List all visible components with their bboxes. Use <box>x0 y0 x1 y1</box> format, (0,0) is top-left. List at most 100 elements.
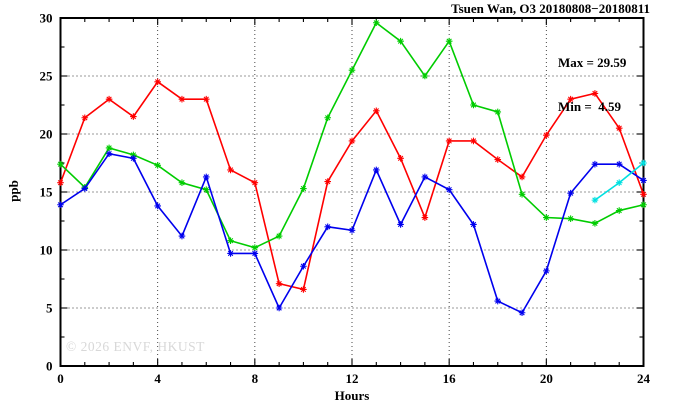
data-point-marker <box>372 166 380 174</box>
data-point-marker <box>178 95 186 103</box>
data-point-marker <box>178 232 186 240</box>
data-point-marker <box>251 179 259 187</box>
data-point-marker <box>227 166 234 174</box>
data-point-marker <box>154 202 161 210</box>
data-point-marker <box>543 267 550 275</box>
data-point-marker <box>518 309 526 317</box>
data-point-marker <box>543 131 550 139</box>
data-point-marker <box>567 215 574 222</box>
x-tick-label: 20 <box>540 371 553 386</box>
data-point-marker <box>81 114 89 122</box>
data-point-marker <box>397 37 404 45</box>
data-point-marker <box>445 137 453 145</box>
data-point-marker <box>567 189 574 197</box>
data-point-marker <box>397 221 404 228</box>
data-point-marker <box>640 191 647 198</box>
data-point-marker <box>518 191 526 198</box>
series-markers-day-1-red <box>57 78 647 293</box>
watermark: © 2026 ENVF, HKUST <box>66 339 205 354</box>
data-point-marker <box>470 221 477 228</box>
data-point-marker <box>275 304 283 312</box>
y-tick-label: 25 <box>40 69 54 84</box>
data-point-marker <box>591 90 599 97</box>
data-point-marker <box>494 108 502 116</box>
data-point-marker <box>348 137 356 145</box>
data-point-marker <box>372 107 380 115</box>
y-tick-label: 30 <box>40 11 53 26</box>
data-point-marker <box>300 286 307 293</box>
data-point-marker <box>154 78 161 86</box>
y-tick-label: 10 <box>40 243 53 258</box>
data-point-marker <box>130 113 137 120</box>
data-point-marker <box>445 37 453 45</box>
series-line-day-2-green <box>59 21 644 249</box>
data-point-marker <box>640 177 647 184</box>
series-markers-day-3-blue <box>57 150 647 317</box>
x-tick-label: 4 <box>154 371 161 386</box>
data-point-marker <box>130 151 137 159</box>
data-point-marker <box>202 173 210 181</box>
data-point-marker <box>275 232 283 240</box>
data-point-marker <box>640 201 647 209</box>
data-point-marker <box>251 244 259 251</box>
max-value-label: Max = 29.59 <box>558 55 627 70</box>
data-point-marker <box>421 72 429 80</box>
y-tick-label: 15 <box>40 185 54 200</box>
data-point-marker <box>518 173 526 181</box>
data-point-marker <box>421 173 429 181</box>
max-min-annotation: Max = 29.59 Min = 4.59 <box>558 27 626 143</box>
data-point-marker <box>57 201 64 209</box>
x-tick-label: 8 <box>252 371 259 386</box>
data-point-marker <box>567 95 574 103</box>
data-point-marker <box>178 179 186 187</box>
chart-title: Tsuen Wan, O3 20180808−20180811 <box>451 1 650 16</box>
data-point-marker <box>324 178 332 185</box>
data-point-marker <box>324 223 332 231</box>
data-point-marker <box>130 155 137 162</box>
data-point-marker <box>615 179 623 187</box>
data-point-marker <box>348 226 356 234</box>
data-point-marker <box>348 66 356 74</box>
y-tick-label: 0 <box>46 359 53 374</box>
y-tick-label: 5 <box>46 301 53 316</box>
series-markers-day-2-green <box>57 19 647 251</box>
x-tick-label: 24 <box>637 371 651 386</box>
data-point-marker <box>324 114 332 122</box>
data-point-marker <box>494 297 502 305</box>
data-point-marker <box>421 214 429 221</box>
data-point-marker <box>470 137 477 145</box>
data-point-marker <box>640 159 647 167</box>
data-point-marker <box>445 186 453 193</box>
data-point-marker <box>202 95 210 103</box>
x-tick-label: 16 <box>443 371 457 386</box>
tick-labels: 0 4 8 12 16 20 24 0 5 10 15 20 25 30 <box>40 11 651 387</box>
data-point-marker <box>372 19 380 27</box>
x-tick-label: 0 <box>57 371 64 386</box>
min-value-label: Min = 4.59 <box>558 98 622 114</box>
data-point-marker <box>494 156 502 163</box>
data-point-marker <box>615 124 623 132</box>
data-point-marker <box>227 250 234 257</box>
data-point-marker <box>57 160 64 168</box>
data-point-marker <box>275 280 283 287</box>
data-point-marker <box>543 214 550 221</box>
data-point-marker <box>227 237 234 245</box>
data-point-marker <box>154 162 161 169</box>
y-tick-label: 20 <box>40 127 53 142</box>
data-point-marker <box>615 207 623 214</box>
data-point-marker <box>251 250 259 257</box>
data-point-marker <box>615 160 623 168</box>
data-point-marker <box>591 220 599 227</box>
data-point-marker <box>105 150 113 158</box>
data-point-marker <box>105 144 113 152</box>
x-tick-label: 12 <box>346 371 359 386</box>
data-point-marker <box>300 262 307 270</box>
data-point-marker <box>57 179 64 187</box>
data-point-marker <box>591 196 599 204</box>
series-markers-day-4-cyan <box>591 159 647 204</box>
data-point-marker <box>105 95 113 103</box>
data-point-marker <box>81 185 89 192</box>
x-axis-title: Hours <box>334 388 370 403</box>
